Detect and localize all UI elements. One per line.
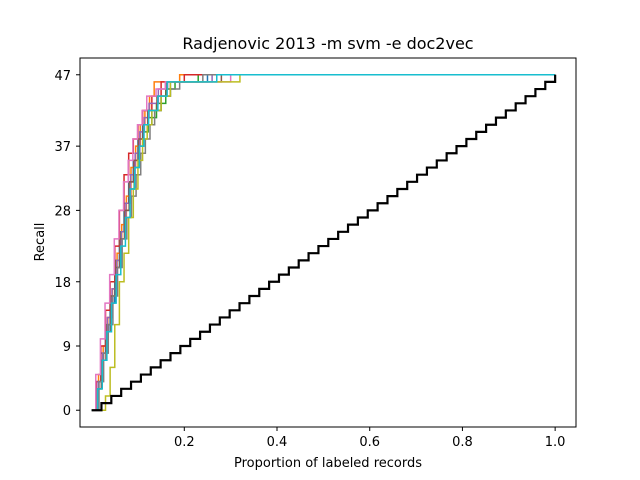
x-tick-label: 0.6 [359, 435, 380, 450]
series-line-10 [91, 74, 556, 411]
x-tick-label: 1.0 [545, 435, 566, 450]
y-tick-label: 28 [54, 204, 71, 219]
x-tick-label: 0.8 [452, 435, 473, 450]
x-axis: 0.2 0.4 0.6 0.8 1.0 [174, 427, 566, 450]
series-line-7 [91, 74, 556, 411]
y-tick-label: 47 [54, 69, 71, 84]
plot-lines [91, 74, 557, 412]
y-axis-label: Recall [33, 223, 48, 262]
y-axis: 0 9 18 28 37 47 [54, 69, 80, 419]
plot-frame [79, 57, 577, 428]
reference-line [91, 74, 557, 412]
y-tick-label: 18 [54, 276, 71, 291]
y-tick-label: 0 [63, 404, 71, 419]
x-tick-label: 0.4 [267, 435, 288, 450]
x-tick-label: 0.2 [174, 435, 195, 450]
y-tick-label: 37 [54, 140, 71, 155]
series-line-6 [91, 74, 556, 411]
y-tick-label: 9 [63, 340, 71, 355]
x-axis-label: Proportion of labeled records [234, 456, 422, 471]
chart-title: Radjenovic 2013 -m svm -e doc2vec [182, 34, 473, 53]
